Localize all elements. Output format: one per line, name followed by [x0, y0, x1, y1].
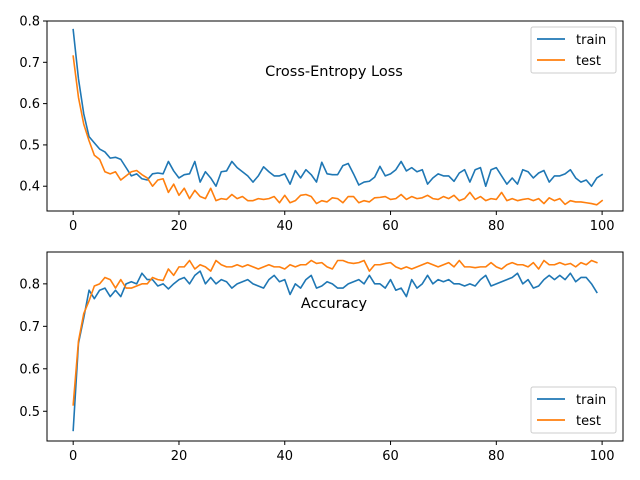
loss-x-tick-label: 80	[488, 219, 505, 234]
loss-y-tick-label: 0.6	[19, 97, 40, 112]
accuracy-series-layer	[72, 259, 598, 432]
accuracy-axes-frame	[46, 251, 624, 442]
loss-x-tick-label: 0	[69, 219, 77, 234]
loss-series-train-line	[72, 28, 604, 188]
loss-ticks-layer: 0 20 40 60 80 100 0.4 0.5 0.6 0.7 0.8	[19, 15, 614, 235]
loss-series-layer	[72, 28, 604, 206]
accuracy-x-tick-label: 40	[276, 449, 293, 464]
accuracy-series-train-line	[72, 270, 598, 432]
loss-legend-train-label: train	[576, 33, 606, 48]
loss-x-tick-label: 100	[590, 219, 615, 234]
accuracy-legend-test-label: test	[576, 414, 601, 429]
loss-chart: 0 20 40 60 80 100 0.4 0.5 0.6 0.7 0.8 Cross-Entrop…	[19, 15, 624, 235]
accuracy-chart-title: Accuracy	[301, 296, 368, 312]
accuracy-x-tick-label: 0	[69, 449, 77, 464]
loss-x-tick-label: 20	[171, 219, 188, 234]
loss-legend-test-label: test	[576, 54, 601, 69]
accuracy-legend: train test	[530, 386, 617, 434]
accuracy-y-tick-label: 0.7	[19, 320, 40, 335]
loss-y-tick-label: 0.7	[19, 56, 40, 71]
accuracy-series-test-line	[72, 259, 598, 406]
loss-y-tick-label: 0.8	[19, 15, 40, 30]
loss-chart-title: Cross-Entropy Loss	[265, 64, 403, 80]
accuracy-y-tick-label: 0.6	[19, 362, 40, 377]
loss-y-tick-label: 0.4	[19, 180, 40, 195]
loss-series-test-line	[72, 55, 604, 206]
loss-x-tick-label: 60	[382, 219, 399, 234]
accuracy-ticks-layer: 0 20 40 60 80 100 0.5 0.6 0.7 0.8	[19, 277, 614, 464]
accuracy-legend-train-label: train	[576, 393, 606, 408]
accuracy-x-tick-label: 20	[171, 449, 188, 464]
accuracy-x-tick-label: 80	[488, 449, 505, 464]
accuracy-y-tick-label: 0.5	[19, 405, 40, 420]
loss-legend: train test	[530, 26, 617, 74]
accuracy-x-tick-label: 100	[590, 449, 615, 464]
loss-y-tick-label: 0.5	[19, 138, 40, 153]
loss-x-tick-label: 40	[276, 219, 293, 234]
loss-axes-frame	[46, 20, 624, 212]
accuracy-chart: 0 20 40 60 80 100 0.5 0.6 0.7 0.8 Accuracy train …	[19, 251, 624, 464]
accuracy-x-tick-label: 60	[382, 449, 399, 464]
accuracy-y-tick-label: 0.8	[19, 277, 40, 292]
